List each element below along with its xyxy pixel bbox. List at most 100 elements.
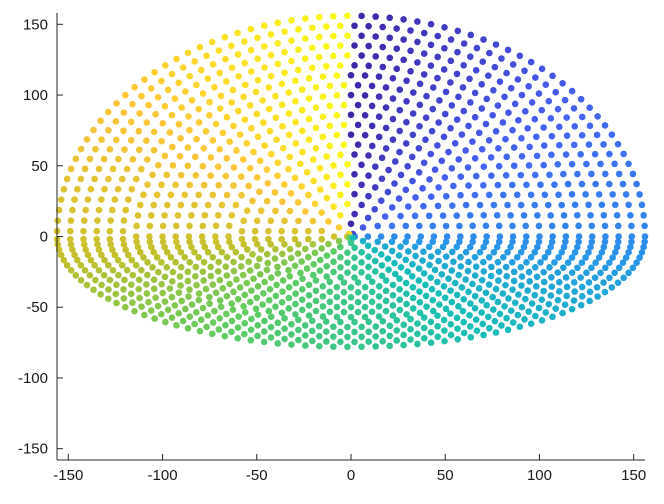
data-point — [420, 50, 428, 57]
data-point — [403, 77, 410, 85]
data-point — [507, 307, 515, 314]
data-point — [500, 253, 507, 261]
data-point — [263, 197, 271, 205]
data-point — [495, 222, 503, 230]
data-point — [98, 136, 105, 143]
data-point — [538, 296, 546, 303]
data-point — [135, 276, 143, 284]
data-point — [254, 322, 262, 329]
data-point — [428, 127, 436, 135]
data-point — [462, 201, 470, 209]
data-point — [538, 106, 546, 114]
data-point — [407, 27, 414, 34]
data-point — [92, 276, 99, 284]
data-point — [563, 283, 571, 291]
data-point — [563, 292, 570, 300]
data-point — [389, 75, 397, 82]
data-point — [246, 267, 254, 274]
data-point — [454, 48, 461, 56]
data-point — [541, 254, 549, 261]
data-point — [175, 79, 182, 87]
data-point — [513, 254, 521, 261]
data-point — [333, 72, 341, 79]
data-point — [454, 325, 461, 332]
data-point — [119, 227, 127, 235]
data-point — [340, 101, 348, 109]
data-point — [533, 273, 541, 281]
data-point — [402, 238, 410, 246]
data-point — [279, 288, 286, 295]
data-point — [453, 243, 461, 251]
data-point — [445, 275, 452, 283]
data-point — [562, 222, 569, 230]
data-point — [602, 170, 609, 178]
data-point — [216, 297, 224, 304]
data-point — [265, 227, 272, 235]
data-point — [199, 222, 207, 230]
data-point — [86, 271, 94, 279]
data-point — [335, 237, 343, 245]
data-point — [319, 313, 327, 320]
data-point — [330, 162, 337, 169]
data-point — [416, 238, 423, 246]
data-point — [323, 338, 330, 345]
data-point — [272, 114, 280, 121]
data-point — [107, 241, 114, 248]
data-point — [81, 267, 89, 274]
data-point — [388, 222, 396, 230]
data-point — [483, 95, 491, 103]
data-point — [121, 91, 129, 99]
data-point — [467, 31, 475, 39]
data-point — [498, 322, 505, 329]
data-point — [636, 191, 643, 198]
data-point — [308, 327, 316, 335]
y-tick-label: 100 — [23, 87, 48, 104]
data-point — [438, 271, 446, 278]
data-point — [500, 191, 507, 199]
data-point — [501, 93, 508, 101]
data-point — [409, 294, 417, 302]
data-point — [216, 105, 224, 112]
data-point — [323, 273, 330, 280]
data-point — [451, 140, 459, 147]
data-point — [312, 277, 320, 284]
data-point — [347, 303, 355, 311]
data-point — [625, 249, 632, 256]
data-point — [135, 146, 143, 154]
data-point — [548, 274, 555, 281]
data-point — [358, 333, 365, 341]
data-point — [540, 287, 547, 295]
data-point — [188, 97, 196, 104]
data-point — [426, 261, 433, 269]
data-point — [434, 32, 442, 40]
data-point — [60, 185, 68, 193]
data-point — [614, 140, 622, 148]
data-point — [248, 287, 255, 294]
data-point — [540, 278, 548, 286]
data-point — [427, 274, 435, 282]
data-point — [212, 289, 220, 297]
data-point — [215, 258, 222, 266]
data-point — [254, 76, 262, 84]
data-point — [120, 241, 128, 248]
data-point — [109, 165, 117, 173]
data-point — [491, 317, 499, 325]
data-point — [354, 141, 362, 149]
data-point — [178, 297, 185, 305]
data-point — [442, 222, 450, 230]
data-point — [109, 246, 116, 254]
data-point — [248, 124, 255, 132]
data-point — [457, 233, 464, 240]
data-point — [168, 111, 176, 119]
data-point — [411, 243, 419, 251]
data-point — [302, 332, 309, 339]
data-point — [480, 181, 487, 189]
data-point — [414, 38, 421, 46]
y-tick-label: -100 — [18, 370, 48, 387]
data-point — [465, 258, 472, 266]
data-point — [161, 273, 169, 281]
data-point — [232, 201, 240, 209]
data-point — [465, 122, 472, 130]
data-point — [172, 259, 179, 266]
data-point — [542, 81, 550, 88]
